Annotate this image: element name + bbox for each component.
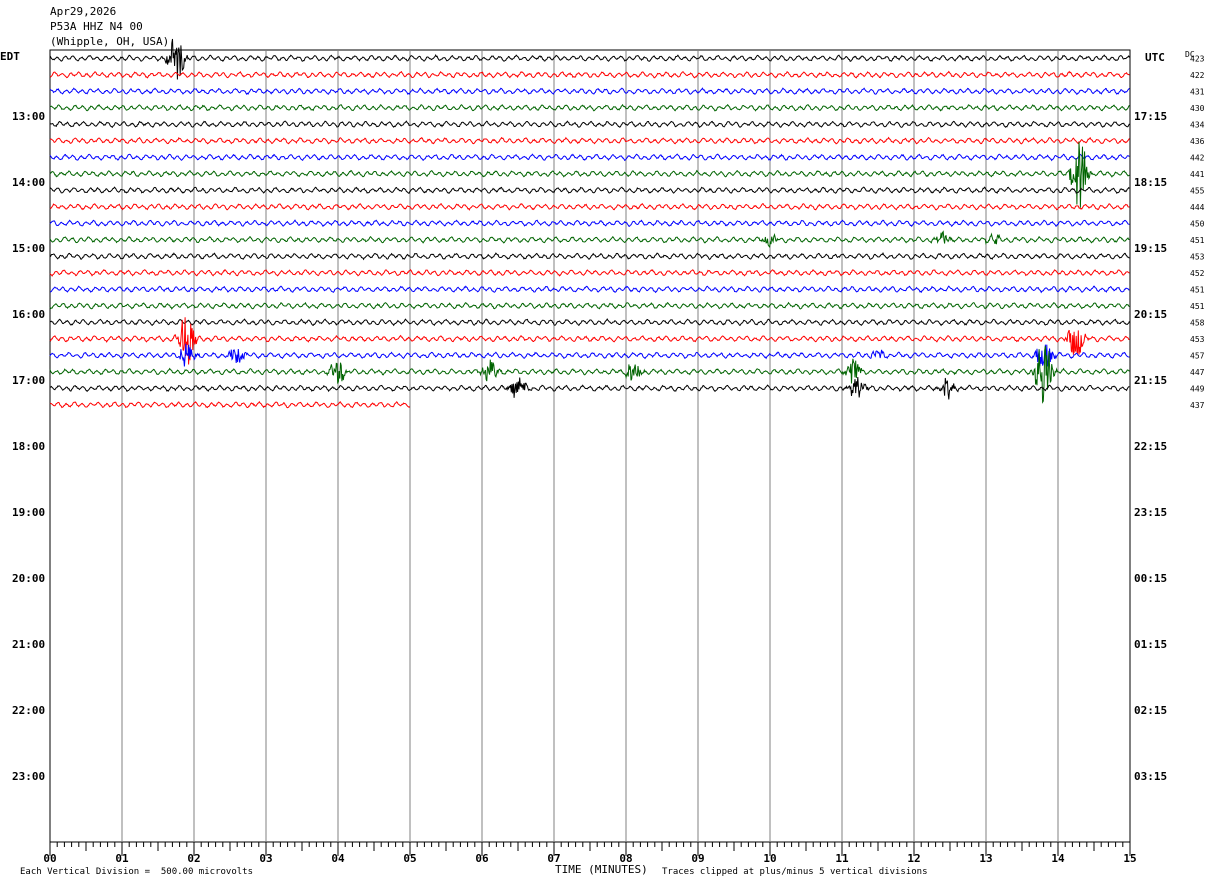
right-hour-label: 19:15 <box>1134 242 1167 255</box>
seismic-trace <box>49 103 1130 112</box>
x-tick-label: 09 <box>691 852 704 865</box>
seismic-trace <box>49 317 1130 365</box>
dc-offset-label: 442 <box>1190 153 1205 162</box>
seismic-trace <box>49 186 1130 195</box>
seismic-trace <box>49 252 1130 261</box>
x-tick-label: 06 <box>475 852 489 865</box>
seismic-trace <box>49 153 1130 162</box>
x-tick-label: 08 <box>619 852 632 865</box>
dc-offset-label: 434 <box>1190 120 1205 129</box>
right-hour-label: 22:15 <box>1134 440 1167 453</box>
clip-note: Traces clipped at plus/minus 5 vertical … <box>662 867 928 877</box>
x-tick-label: 03 <box>259 852 272 865</box>
dc-offset-label: 451 <box>1190 285 1205 294</box>
dc-offset-label: 441 <box>1190 170 1205 179</box>
seismic-trace <box>49 318 1130 327</box>
dc-offset-label: 455 <box>1190 186 1205 195</box>
seismic-trace <box>49 230 1130 249</box>
seismic-trace <box>49 70 1130 79</box>
x-tick-label: 04 <box>331 852 345 865</box>
dc-offset-label: 449 <box>1190 384 1205 393</box>
left-hour-label: 20:00 <box>12 572 45 585</box>
seismic-trace <box>49 202 1130 211</box>
left-hour-label: 22:00 <box>12 704 45 717</box>
dc-offset-label: 447 <box>1190 368 1205 377</box>
dc-offset-label: 430 <box>1190 104 1205 113</box>
seismic-trace <box>49 38 1130 80</box>
dc-offset-label: 436 <box>1190 137 1205 146</box>
left-timezone-label: EDT <box>0 50 20 63</box>
seismic-trace <box>49 219 1130 228</box>
left-hour-label: 18:00 <box>12 440 45 453</box>
right-hour-label: 21:15 <box>1134 374 1167 387</box>
dc-offset-header: DC <box>1185 50 1195 59</box>
left-hour-label: 14:00 <box>12 176 45 189</box>
seismic-trace <box>49 376 1130 400</box>
dc-offset-label: 451 <box>1190 236 1205 245</box>
dc-offset-label: 444 <box>1190 203 1205 212</box>
right-hour-label: 00:15 <box>1134 572 1167 585</box>
seismic-trace <box>49 343 1130 367</box>
left-hour-label: 13:00 <box>12 110 45 123</box>
dc-offset-label: 453 <box>1190 335 1205 344</box>
seismic-trace <box>49 120 1130 129</box>
x-tick-label: 13 <box>979 852 992 865</box>
right-hour-label: 20:15 <box>1134 308 1167 321</box>
x-tick-label: 11 <box>835 852 849 865</box>
x-tick-label: 10 <box>763 852 776 865</box>
dc-offset-label: 457 <box>1190 351 1205 360</box>
seismic-trace <box>49 345 1130 404</box>
seismic-trace <box>49 400 411 409</box>
x-axis-label: TIME (MINUTES) <box>555 863 648 876</box>
dc-offset-label: 458 <box>1190 318 1205 327</box>
station-id: P53A HHZ N4 00 <box>50 20 143 33</box>
seismic-trace <box>49 141 1130 208</box>
right-hour-label: 17:15 <box>1134 110 1167 123</box>
x-tick-label: 07 <box>547 852 560 865</box>
plot-date: Apr29,2026 <box>50 5 117 18</box>
seismic-trace <box>49 301 1130 310</box>
dc-offset-label: 422 <box>1190 71 1205 80</box>
scale-note: Each Vertical Division = 500.00 microvol… <box>20 867 253 877</box>
right-hour-label: 02:15 <box>1134 704 1167 717</box>
x-tick-label: 01 <box>115 852 129 865</box>
x-tick-label: 12 <box>907 852 920 865</box>
right-hour-label: 23:15 <box>1134 506 1167 519</box>
dc-offset-label: 423 <box>1190 54 1205 63</box>
right-hour-label: 18:15 <box>1134 176 1167 189</box>
dc-offset-label: 437 <box>1190 401 1205 410</box>
dc-offset-label: 431 <box>1190 87 1205 96</box>
x-tick-label: 02 <box>187 852 200 865</box>
dc-offset-label: 451 <box>1190 302 1205 311</box>
left-hour-label: 17:00 <box>12 374 45 387</box>
x-tick-label: 14 <box>1051 852 1065 865</box>
right-hour-label: 01:15 <box>1134 638 1167 651</box>
left-hour-label: 19:00 <box>12 506 45 519</box>
x-tick-label: 15 <box>1123 852 1136 865</box>
seismic-trace <box>49 268 1130 277</box>
x-tick-label: 05 <box>403 852 416 865</box>
left-hour-label: 16:00 <box>12 308 45 321</box>
dc-offset-label: 452 <box>1190 269 1205 278</box>
seismic-trace <box>49 136 1130 145</box>
seismic-trace <box>49 87 1130 96</box>
right-timezone-label: UTC <box>1145 51 1165 64</box>
x-tick-label: 00 <box>43 852 56 865</box>
seismic-trace <box>50 285 1130 294</box>
station-location: (Whipple, OH, USA) <box>50 35 170 48</box>
right-hour-label: 03:15 <box>1134 770 1167 783</box>
left-hour-label: 21:00 <box>12 638 45 651</box>
left-hour-label: 23:00 <box>12 770 45 783</box>
dc-offset-label: 450 <box>1190 219 1205 228</box>
plot-frame <box>49 49 1131 843</box>
left-hour-label: 15:00 <box>12 242 45 255</box>
dc-offset-label: 453 <box>1190 252 1205 261</box>
